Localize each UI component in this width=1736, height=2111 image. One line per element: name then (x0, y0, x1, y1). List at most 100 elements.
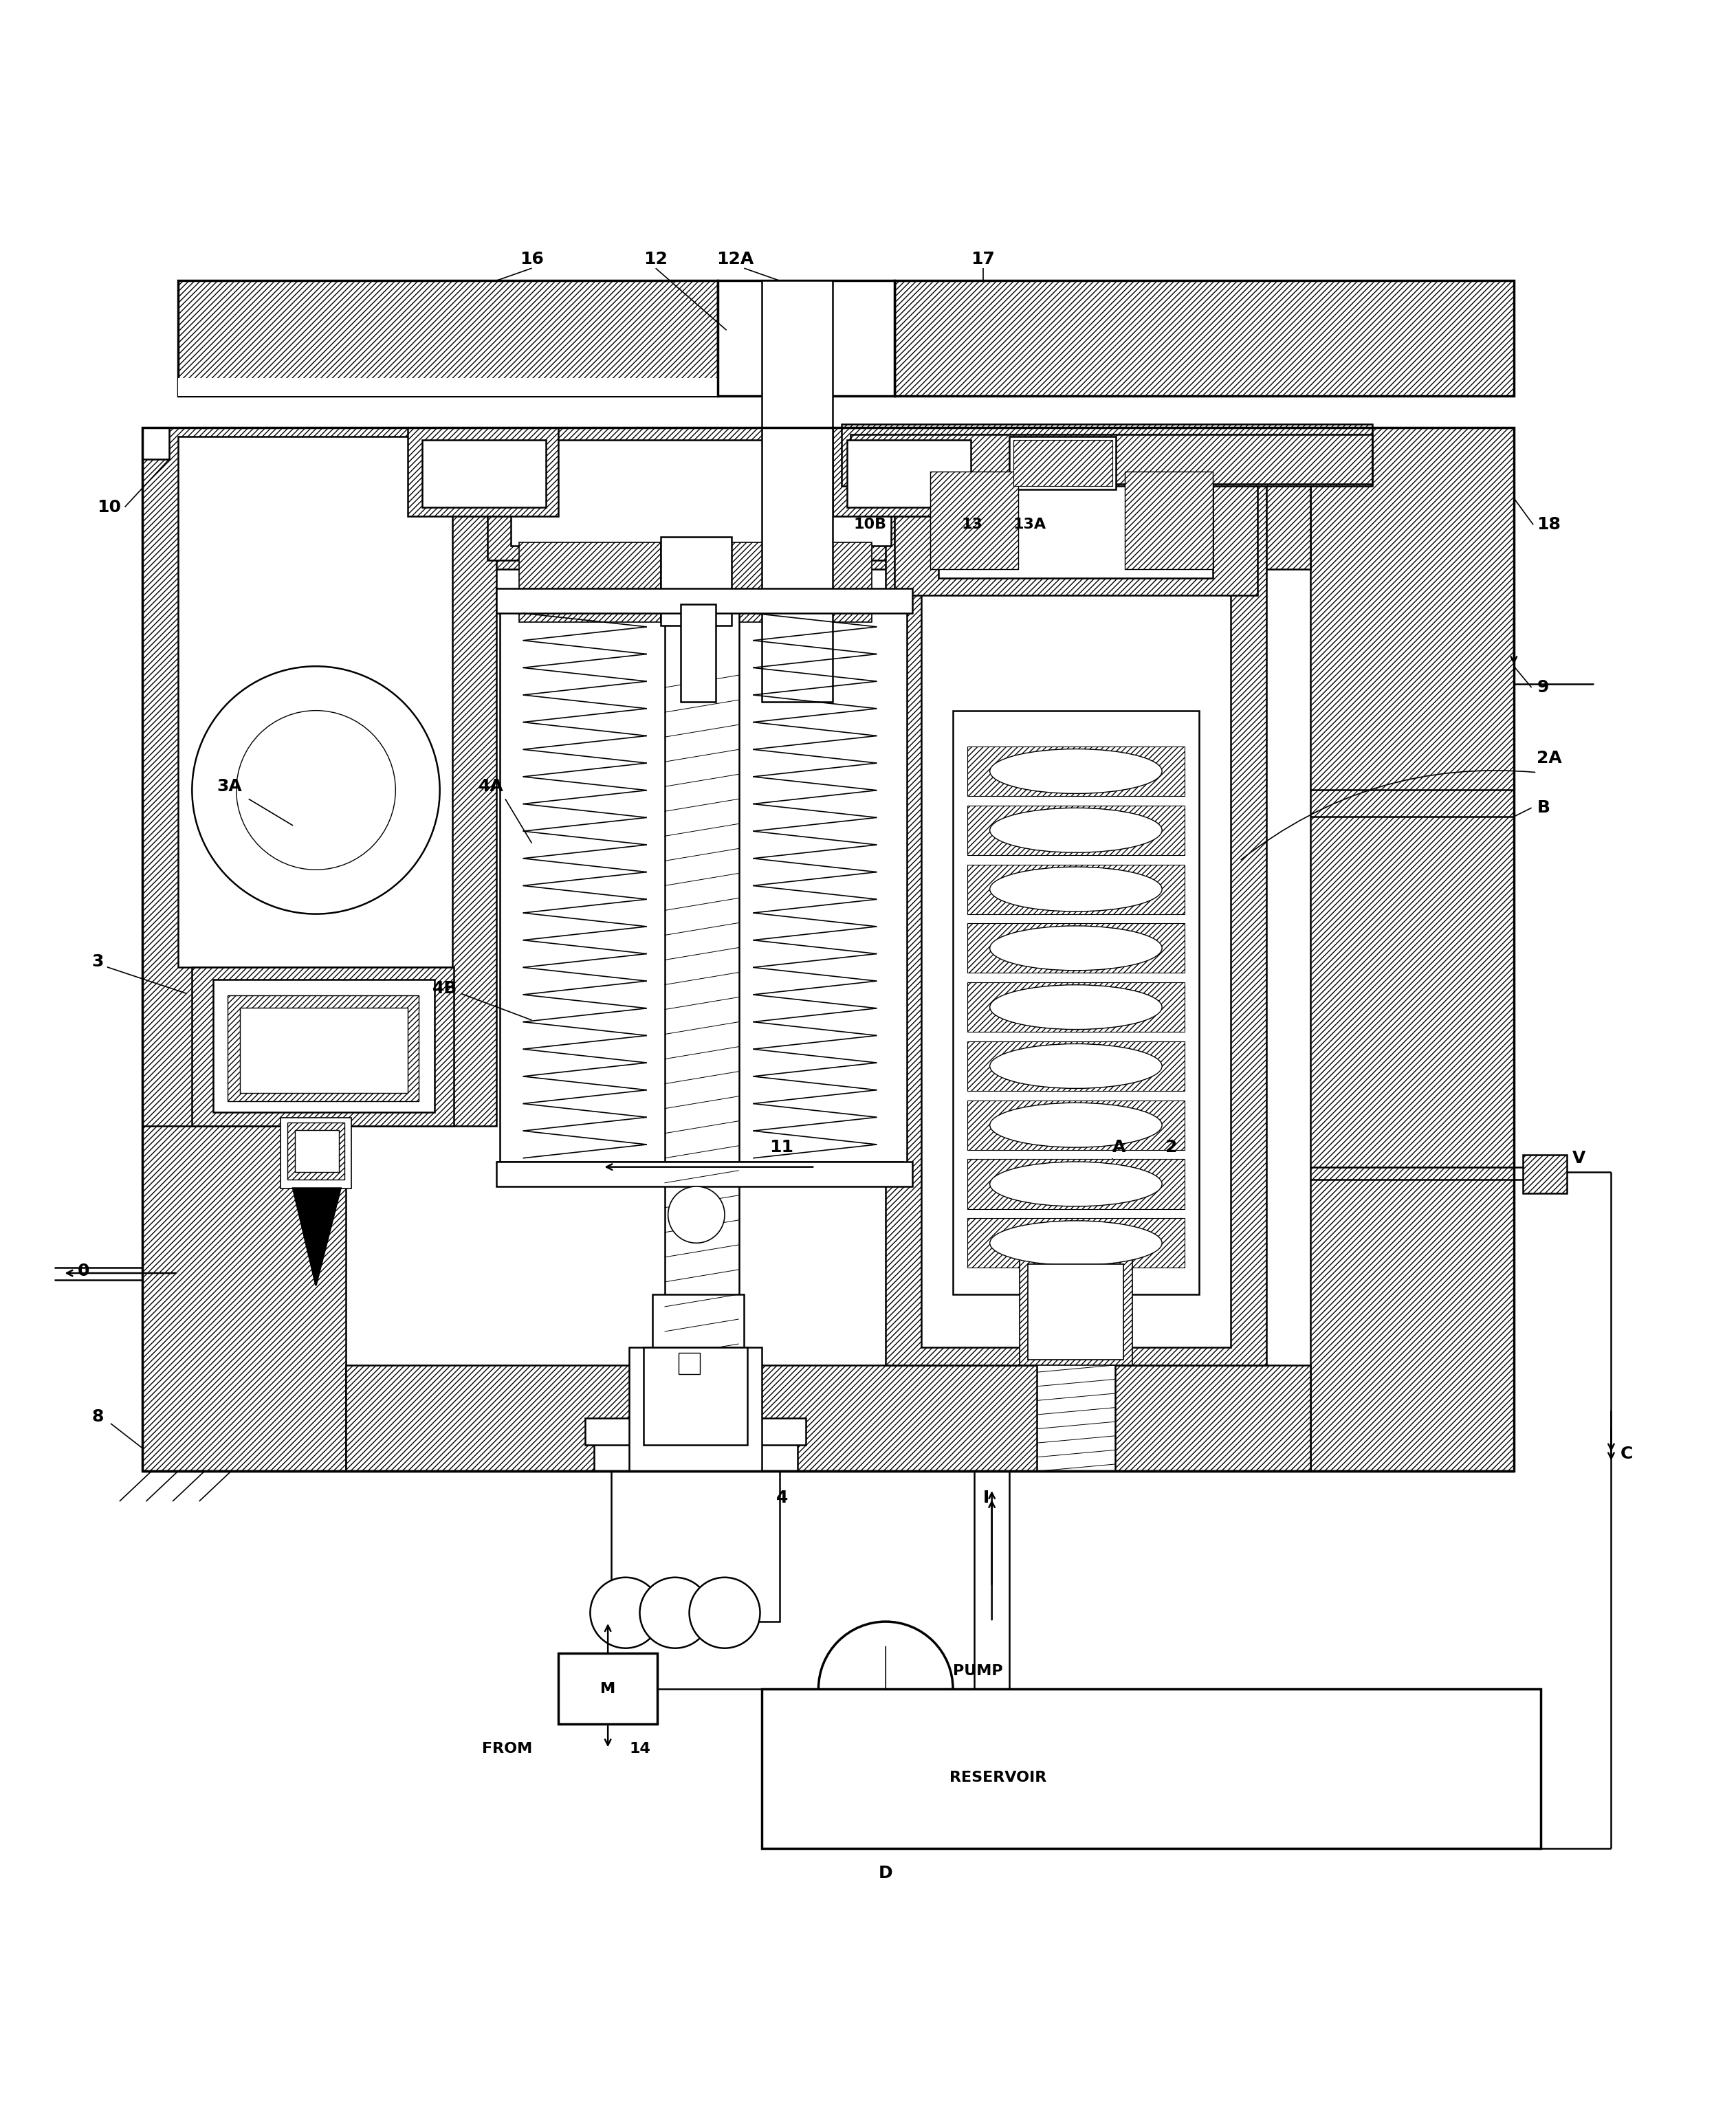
Bar (496, 1161, 911, 1186)
Ellipse shape (990, 809, 1161, 853)
Circle shape (193, 667, 439, 914)
Bar (681, 604, 715, 701)
Bar (519, 543, 661, 623)
Circle shape (236, 711, 396, 870)
Text: 4A: 4A (479, 779, 503, 796)
Text: 14: 14 (628, 1742, 651, 1756)
Bar (851, 435, 1371, 483)
Bar (1522, 1155, 1568, 1193)
Text: 2A: 2A (1536, 749, 1562, 766)
Bar (345, 1366, 1311, 1471)
Bar (227, 996, 418, 1102)
Text: 2: 2 (1165, 1140, 1177, 1155)
Bar (408, 426, 559, 515)
Bar (1125, 471, 1213, 570)
Bar (193, 967, 453, 1127)
Bar (894, 454, 1257, 595)
Circle shape (689, 1577, 760, 1649)
Bar (644, 1347, 748, 1444)
Ellipse shape (990, 749, 1161, 794)
Text: 4B: 4B (432, 980, 458, 996)
Text: I: I (983, 1490, 990, 1505)
Bar (665, 604, 740, 1366)
Bar (510, 439, 891, 547)
Text: 3: 3 (92, 954, 104, 969)
Bar (594, 1440, 797, 1471)
Bar (967, 1159, 1184, 1210)
Bar (679, 1353, 700, 1374)
Text: M: M (601, 1682, 616, 1695)
Bar (611, 1471, 779, 1621)
Circle shape (590, 1577, 661, 1649)
Bar (661, 536, 733, 625)
Text: C: C (1620, 1446, 1632, 1461)
Ellipse shape (990, 927, 1161, 971)
Bar (585, 1419, 806, 1444)
Bar (142, 426, 168, 460)
Bar (240, 1007, 408, 1093)
Ellipse shape (990, 1220, 1161, 1264)
Bar (496, 589, 911, 612)
Bar (345, 426, 1311, 570)
Text: PUMP: PUMP (953, 1663, 1003, 1678)
Bar (500, 595, 906, 1180)
Bar (729, 543, 871, 623)
Text: D: D (878, 1864, 892, 1881)
Bar (653, 1294, 745, 1366)
Bar (142, 426, 345, 1471)
Text: 8: 8 (92, 1408, 104, 1425)
Bar (177, 437, 451, 967)
Bar (1019, 1258, 1132, 1366)
Bar (847, 439, 970, 507)
Bar (628, 1347, 762, 1471)
Bar (967, 1041, 1184, 1091)
Bar (953, 711, 1200, 1294)
Text: A: A (1113, 1140, 1125, 1155)
Bar (1036, 1355, 1115, 1471)
Bar (559, 1653, 658, 1725)
Text: B: B (1536, 800, 1550, 817)
Text: 0: 0 (78, 1262, 90, 1279)
Bar (967, 1218, 1184, 1269)
Bar (967, 806, 1184, 855)
Text: 13: 13 (962, 517, 983, 532)
Text: 11: 11 (769, 1140, 793, 1155)
Bar (967, 863, 1184, 914)
Bar (488, 426, 911, 559)
Text: 9: 9 (1536, 680, 1549, 697)
Bar (1010, 437, 1116, 490)
Bar (281, 1117, 351, 1188)
Bar (967, 923, 1184, 973)
Text: 13A: 13A (1014, 517, 1047, 532)
Bar (922, 445, 1231, 1347)
Bar (345, 570, 1311, 1366)
Bar (842, 424, 1371, 486)
Ellipse shape (990, 1043, 1161, 1089)
Ellipse shape (990, 1102, 1161, 1148)
Bar (717, 281, 894, 395)
Text: 4: 4 (776, 1490, 788, 1505)
Bar (422, 439, 545, 507)
Bar (288, 1123, 344, 1180)
Ellipse shape (990, 868, 1161, 912)
Bar (894, 281, 1514, 395)
Bar (762, 281, 833, 701)
Ellipse shape (990, 1161, 1161, 1205)
Text: RESERVOIR: RESERVOIR (950, 1771, 1047, 1784)
Bar (142, 426, 496, 1127)
Text: 17: 17 (970, 251, 995, 268)
Ellipse shape (990, 986, 1161, 1030)
Bar (214, 980, 434, 1112)
Text: 18: 18 (1536, 517, 1561, 532)
Bar (1028, 1264, 1123, 1359)
Bar (1014, 439, 1113, 486)
Text: 12A: 12A (717, 251, 753, 268)
Circle shape (641, 1577, 710, 1649)
Bar (967, 982, 1184, 1032)
Bar (295, 1129, 339, 1172)
Bar (177, 281, 717, 395)
Polygon shape (293, 1188, 340, 1286)
Bar (885, 426, 1266, 1366)
Bar (967, 1100, 1184, 1150)
Bar (762, 1689, 1540, 1847)
